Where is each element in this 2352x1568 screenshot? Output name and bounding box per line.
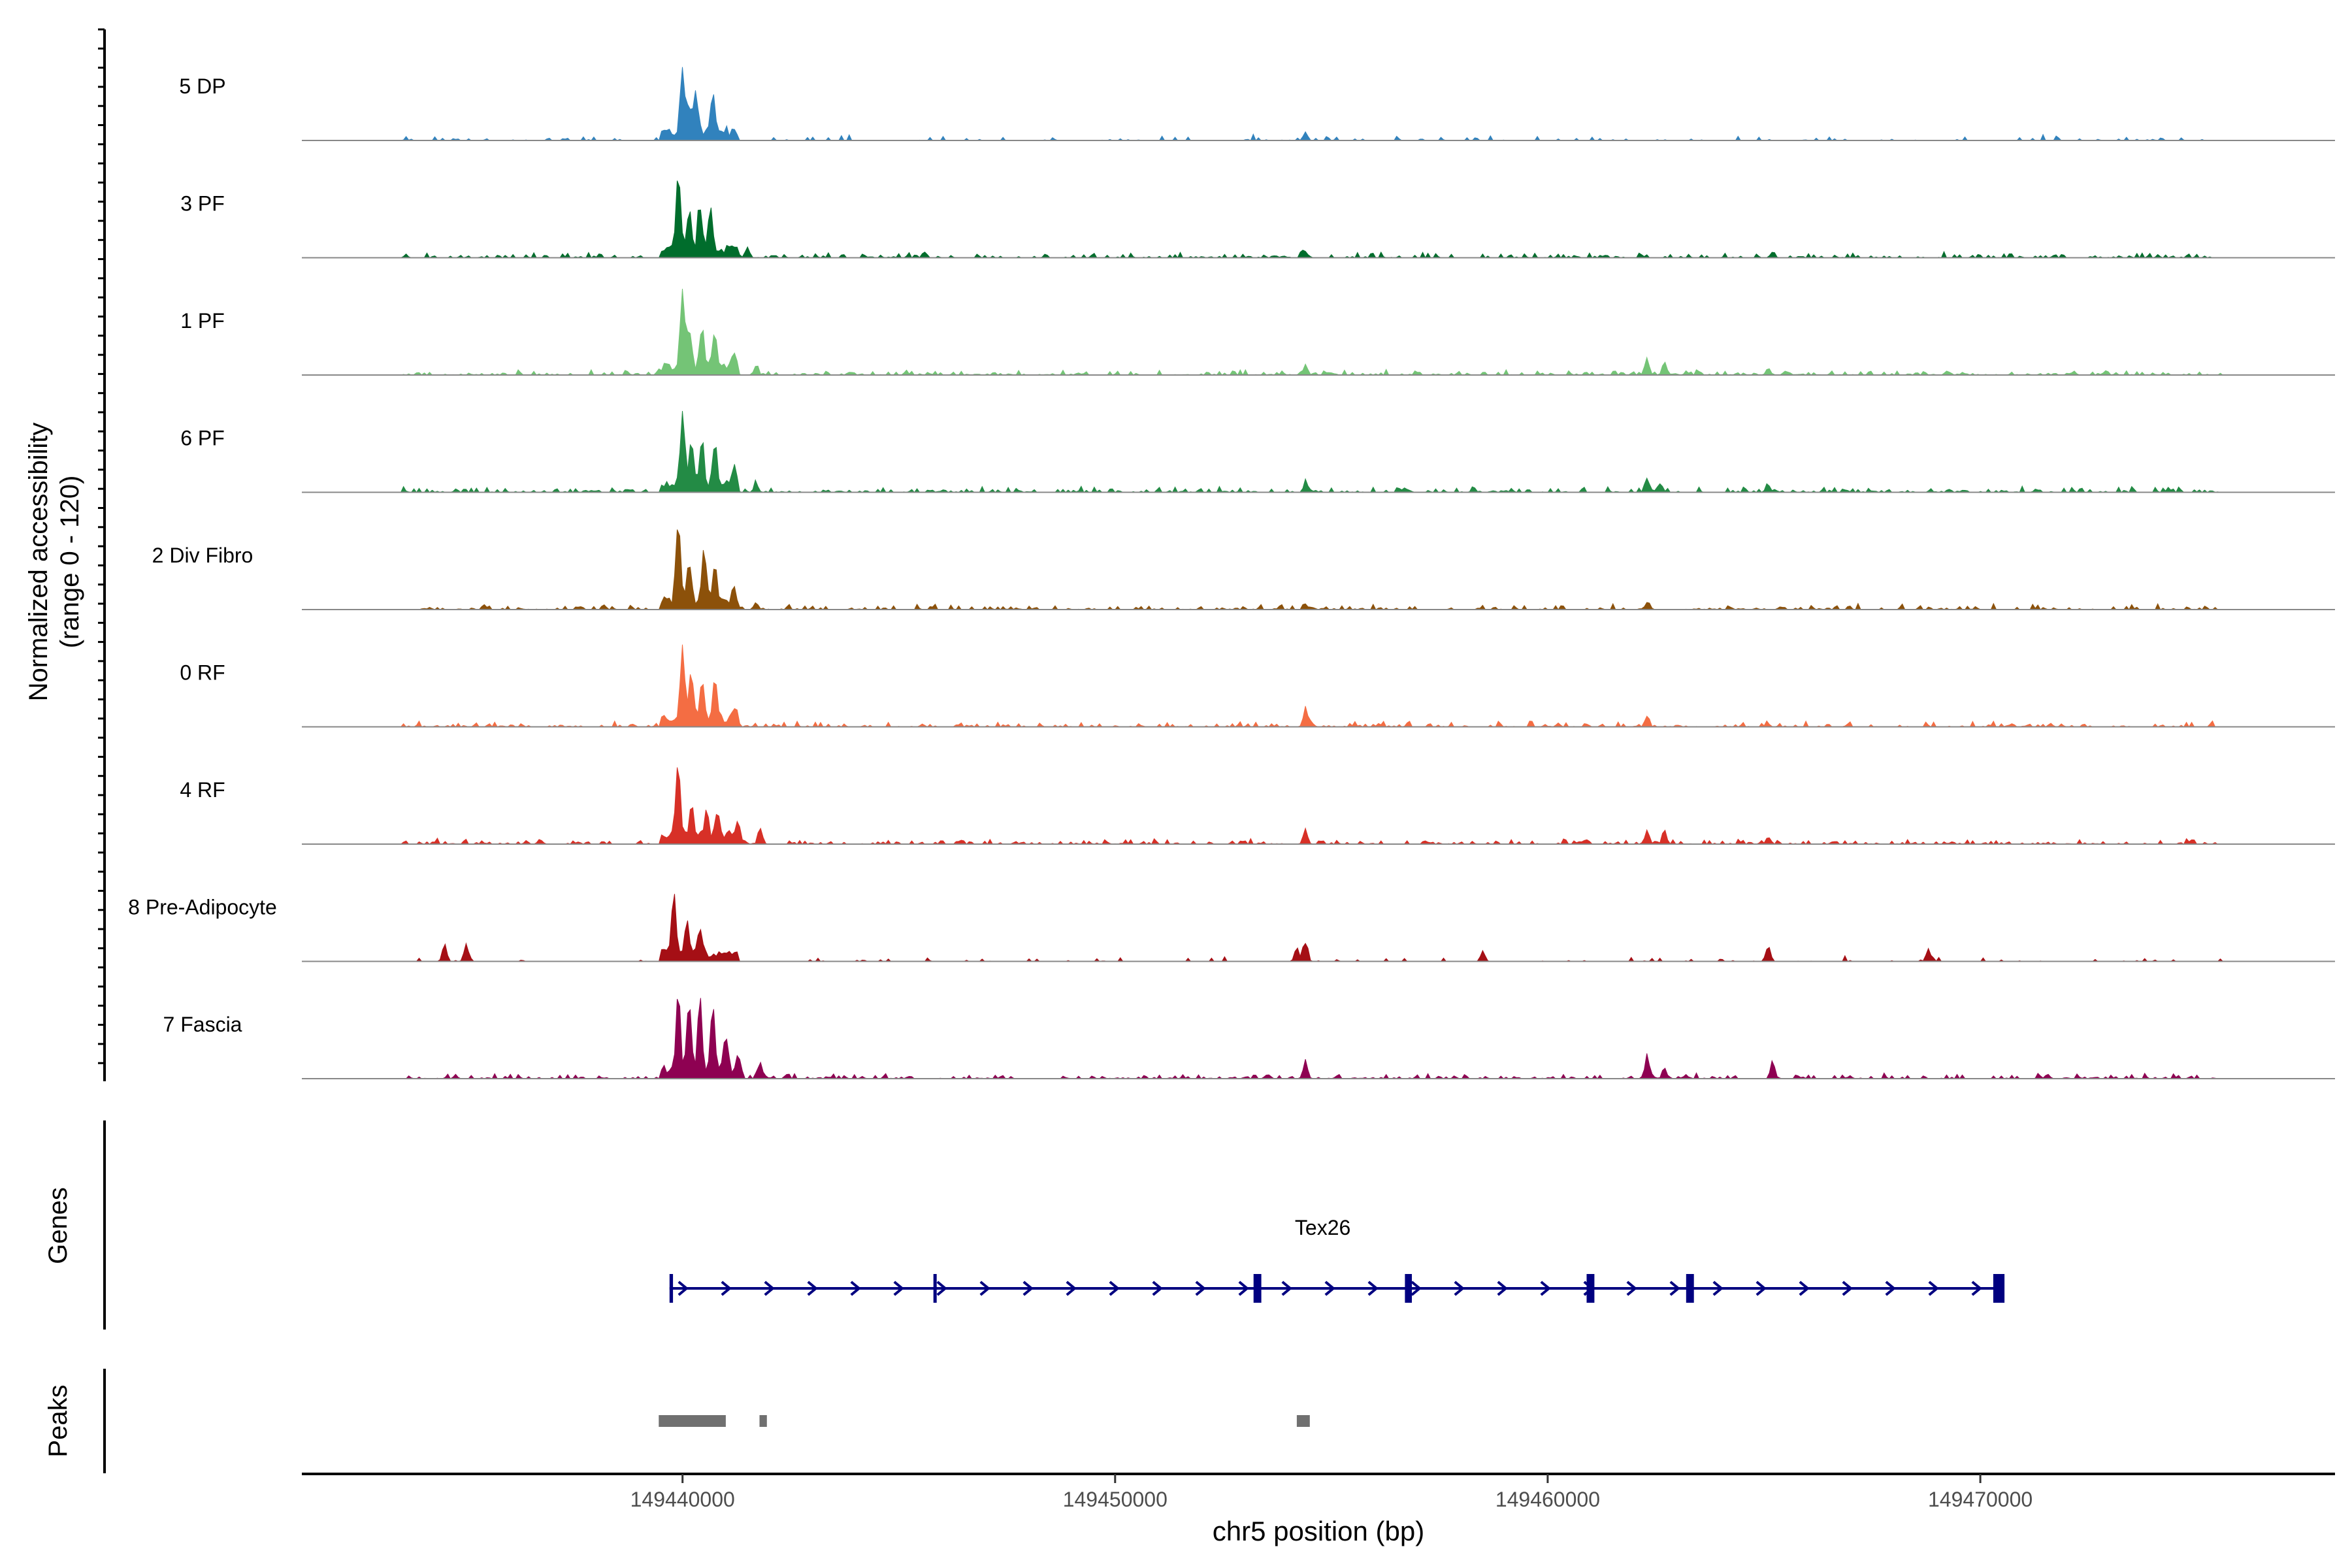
strand-arrow xyxy=(1281,1281,1292,1296)
strand-arrow xyxy=(1367,1281,1379,1296)
gene-exon xyxy=(1405,1274,1412,1303)
coverage-area xyxy=(302,67,2335,142)
coverage-area xyxy=(302,644,2335,728)
strand-arrow xyxy=(979,1281,990,1296)
coverage-area xyxy=(302,411,2335,493)
track-label: 8 Pre-Adipocyte xyxy=(128,896,277,919)
track-label: 5 DP xyxy=(179,74,225,98)
track-7-fascia: 7 Fascia xyxy=(163,998,2335,1080)
gene-exon xyxy=(669,1274,674,1303)
strand-arrow xyxy=(1238,1281,1249,1296)
gene-model xyxy=(669,1274,2005,1303)
track-2-div-fibro: 2 Div Fibro xyxy=(152,529,2335,610)
x-tick-label: 149470000 xyxy=(1928,1488,2033,1511)
peak-region xyxy=(759,1415,767,1427)
strand-arrow xyxy=(1022,1281,1034,1296)
strand-arrow xyxy=(1066,1281,1077,1296)
gene-exon xyxy=(1586,1274,1595,1303)
x-tick-label: 149440000 xyxy=(630,1488,735,1511)
track-label: 7 Fascia xyxy=(163,1013,242,1036)
gene-exon xyxy=(933,1274,937,1303)
coverage-area xyxy=(302,767,2335,845)
gene-exon xyxy=(1686,1274,1694,1303)
y-axis-title-line1: Normalized accessibility xyxy=(24,423,53,702)
strand-arrow xyxy=(678,1281,689,1296)
strand-arrow xyxy=(1152,1281,1163,1296)
x-axis-ticks: 149440000 149450000 149460000 149470000 xyxy=(630,1474,2033,1511)
track-0-rf: 0 RF xyxy=(180,644,2335,728)
strand-arrow xyxy=(850,1281,861,1296)
strand-arrow xyxy=(764,1281,775,1296)
strand-arrow xyxy=(1669,1281,1680,1296)
strand-arrow xyxy=(1885,1281,1896,1296)
track-label: 0 RF xyxy=(180,661,225,685)
x-tick-label: 149460000 xyxy=(1495,1488,1600,1511)
strand-arrow xyxy=(721,1281,732,1296)
gene-name-label: Tex26 xyxy=(1295,1216,1350,1239)
track-label: 3 PF xyxy=(180,192,225,216)
strand-arrow xyxy=(1109,1281,1120,1296)
track-6-pf: 6 PF xyxy=(180,411,2335,493)
strand-arrow xyxy=(1712,1281,1723,1296)
strand-arrow xyxy=(1626,1281,1637,1296)
coverage-area xyxy=(302,998,2335,1080)
strand-arrow xyxy=(1454,1281,1465,1296)
peak-region xyxy=(659,1415,726,1427)
strand-arrow xyxy=(1195,1281,1206,1296)
strand-arrow xyxy=(1971,1281,1982,1296)
x-axis-title: chr5 position (bp) xyxy=(1213,1516,1425,1546)
peaks-panel-label: Peaks xyxy=(44,1384,73,1457)
track-label: 6 PF xyxy=(180,427,225,450)
gene-exon xyxy=(1993,1274,2005,1303)
peak-regions xyxy=(659,1415,1310,1427)
coverage-area xyxy=(302,529,2335,610)
track-label: 2 Div Fibro xyxy=(152,544,253,567)
strand-arrow xyxy=(1540,1281,1551,1296)
strand-arrow xyxy=(893,1281,904,1296)
track-1-pf: 1 PF xyxy=(180,288,2335,376)
gene-exon xyxy=(1253,1274,1262,1303)
y-axis xyxy=(98,28,106,1081)
x-tick-label: 149450000 xyxy=(1063,1488,1168,1511)
coverage-area xyxy=(302,894,2335,962)
strand-arrow xyxy=(1928,1281,1939,1296)
coverage-area xyxy=(302,288,2335,376)
track-label: 4 RF xyxy=(180,778,225,802)
track-5-dp: 5 DP xyxy=(179,67,2335,142)
strand-arrow xyxy=(1756,1281,1767,1296)
strand-arrow xyxy=(1411,1281,1422,1296)
strand-arrow xyxy=(807,1281,818,1296)
strand-arrow xyxy=(1497,1281,1508,1296)
coverage-area xyxy=(302,180,2335,259)
strand-arrow xyxy=(1799,1281,1810,1296)
strand-arrow xyxy=(1842,1281,1853,1296)
track-3-pf: 3 PF xyxy=(180,180,2335,259)
genes-panel-label: Genes xyxy=(44,1187,73,1264)
track-4-rf: 4 RF xyxy=(180,767,2335,845)
strand-arrow xyxy=(1324,1281,1335,1296)
y-axis-title-line2: (range 0 - 120) xyxy=(56,476,84,649)
track-8-pre-adipocyte: 8 Pre-Adipocyte xyxy=(128,894,2335,962)
strand-arrow xyxy=(936,1281,947,1296)
peak-region xyxy=(1296,1415,1310,1427)
coverage-tracks: 5 DP 3 PF 1 PF 6 PF 2 Div Fibro 0 RF 4 RF 8 Pre… xyxy=(128,67,2335,1080)
track-label: 1 PF xyxy=(180,309,225,333)
